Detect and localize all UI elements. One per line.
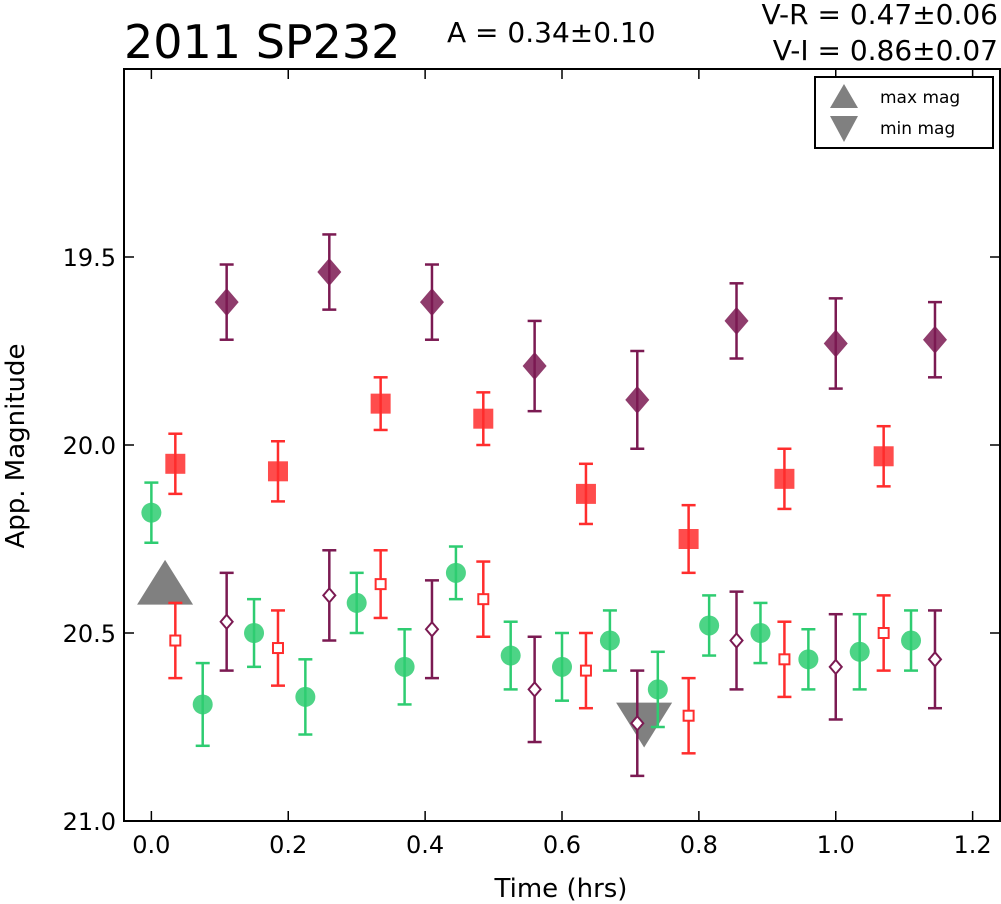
data-point [527, 680, 542, 698]
data-point [828, 658, 844, 676]
data-point [394, 656, 415, 677]
chart-title: 2011 SP232 [124, 15, 400, 69]
data-point [729, 631, 744, 650]
data-point [424, 620, 440, 638]
data-point [823, 329, 848, 358]
data-point [500, 645, 521, 666]
data-point [552, 656, 572, 677]
data-point [873, 446, 894, 467]
color-vr-label: V-R = 0.47±0.06 [762, 0, 998, 31]
data-point [141, 502, 162, 523]
series-3 [214, 233, 947, 451]
x-tick-label: 1.0 [817, 831, 855, 859]
data-point [849, 641, 870, 662]
max-mag-marker [137, 559, 194, 605]
data-point [647, 679, 668, 700]
data-point [778, 653, 791, 666]
series-1 [165, 376, 894, 575]
data-point [599, 630, 620, 651]
axis-ticks: 0.0 0.2 0.4 0.6 0.8 1.0 1.2 19.5 20.0 20.5 21.0 [63, 69, 1000, 859]
y-tick-label: 19.5 [63, 244, 116, 272]
x-tick-label: 0.6 [543, 831, 581, 859]
x-tick-label: 0.8 [680, 831, 718, 859]
y-tick-label: 20.5 [63, 620, 116, 648]
data-point [678, 529, 699, 549]
data-point [165, 453, 186, 474]
data-point [522, 352, 547, 381]
plot-frame [123, 68, 1001, 822]
data-point [798, 649, 819, 670]
data-point [244, 623, 265, 643]
data-point [575, 483, 596, 504]
data-point [625, 385, 650, 414]
data-point [473, 408, 494, 429]
x-tick-label: 0.2 [269, 831, 307, 859]
data-point [927, 650, 943, 668]
x-tick-label: 1.2 [954, 831, 992, 859]
series-4 [219, 549, 943, 778]
legend-min-mag-marker [830, 116, 858, 142]
data-point [419, 288, 444, 317]
data-point [750, 623, 771, 643]
data-point [477, 593, 490, 606]
min-mag-marker [616, 702, 673, 748]
legend-min-mag-label: min mag [880, 119, 955, 139]
data-point [901, 630, 922, 651]
data-point [169, 634, 182, 647]
data-point [699, 615, 720, 636]
data-point [295, 686, 316, 707]
data-point [445, 562, 466, 583]
data-point [271, 642, 284, 655]
data-point [267, 461, 288, 482]
data-point [374, 578, 387, 591]
y-axis-label: App. Magnitude [1, 343, 31, 548]
data-point [346, 592, 367, 613]
legend-max-mag-label: max mag [880, 88, 960, 108]
data-point [922, 325, 947, 354]
data-point [877, 627, 890, 639]
y-tick-label: 20.0 [63, 432, 116, 460]
series-0 [141, 481, 922, 748]
legend: max mag min mag [814, 76, 994, 149]
amplitude-label: A = 0.34±0.10 [447, 16, 656, 49]
series-2 [168, 549, 891, 755]
x-tick-label: 0.0 [132, 831, 170, 859]
data-point [682, 709, 695, 722]
data-point [192, 694, 213, 715]
data-point [317, 258, 342, 287]
color-vi-label: V-I = 0.86±0.07 [773, 34, 998, 67]
x-tick-label: 0.4 [406, 831, 444, 859]
plot-marks [137, 233, 947, 778]
data-point [370, 393, 391, 414]
data-point [774, 468, 795, 489]
legend-max-mag-marker [830, 84, 858, 108]
data-point [219, 613, 234, 631]
data-point [214, 288, 239, 317]
data-point [579, 664, 592, 677]
x-axis-label: Time (hrs) [494, 874, 628, 904]
data-point [629, 714, 645, 732]
y-tick-label: 21.0 [63, 808, 116, 836]
data-point [724, 306, 749, 335]
data-point [321, 586, 337, 604]
